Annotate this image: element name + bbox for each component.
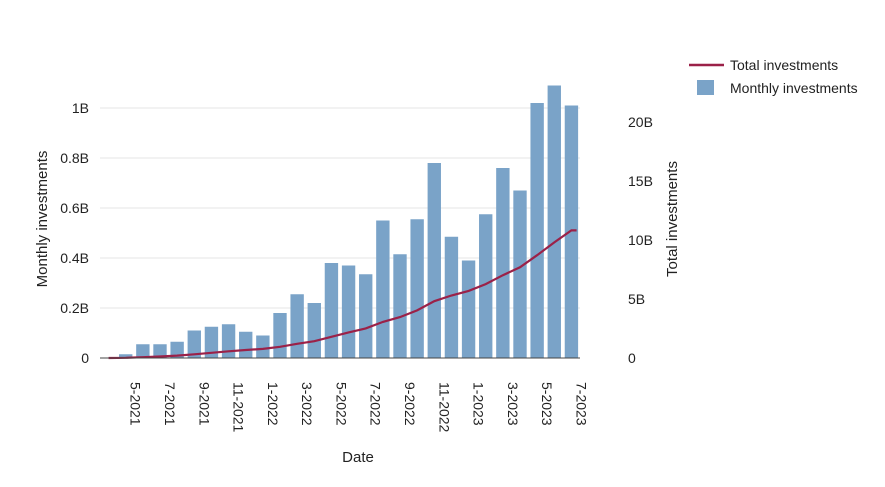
bars [119, 85, 579, 358]
axes: 0 0.2B 0.4B 0.6B 0.8B 1B 0 5B 10B 15B 20B 5-2021 7-2… [60, 100, 653, 433]
bar-6-2022 [341, 265, 356, 358]
bar-12-2021 [239, 331, 253, 358]
bar-3-2022 [290, 294, 304, 358]
bar-6-2021 [136, 344, 150, 358]
bar-7-2021 [153, 344, 167, 358]
x-tick-label: 9-2021 [196, 382, 212, 426]
x-tick-label: 3-2023 [505, 382, 521, 426]
y-right-tick-label: 10B [628, 232, 653, 248]
bar-11-2021 [221, 324, 236, 358]
bar-4-2022 [307, 303, 321, 358]
bar-9-2022 [393, 254, 407, 358]
bar-10-2021 [204, 326, 219, 358]
x-tick-label: 7-2023 [573, 382, 589, 426]
x-tick-label: 11-2021 [231, 382, 247, 433]
bar-5-2022 [324, 263, 339, 358]
y-right-tick-label: 20B [628, 114, 653, 130]
legend-label-monthly: Monthly investments [730, 80, 858, 96]
y-axis-left-title: Monthly investments [34, 151, 51, 288]
bar-7-2022 [359, 274, 373, 358]
x-tick-label: 7-2021 [162, 382, 178, 426]
bar-5-2023 [530, 103, 544, 358]
y-right-tick-label: 15B [628, 173, 653, 189]
bar-8-2021 [170, 341, 184, 358]
bar-9-2021 [187, 330, 201, 358]
x-tick-label: 5-2021 [128, 382, 144, 426]
bar-7-2023 [564, 105, 579, 358]
bar-11-2022 [427, 163, 441, 358]
x-tick-label: 1-2023 [471, 382, 487, 426]
bar-4-2023 [513, 190, 527, 358]
bar-12-2022 [444, 236, 459, 358]
bar-10-2022 [410, 219, 424, 358]
x-tick-label: 7-2022 [368, 382, 384, 426]
y-right-tick-label: 5B [628, 291, 645, 307]
x-tick-label: 1-2022 [265, 382, 281, 426]
total-investments-line [108, 229, 577, 360]
bar-2-2023 [479, 214, 493, 358]
bar-5-2021 [119, 354, 133, 358]
bar-8-2022 [376, 220, 390, 358]
y-axis-right-title: Total investments [664, 161, 681, 277]
total-line-group [108, 229, 577, 360]
y-left-tick-label: 0 [81, 350, 89, 366]
y-left-tick-label: 0.2B [60, 300, 89, 316]
y-left-tick-label: 0.8B [60, 150, 89, 166]
bar-6-2023 [547, 85, 561, 358]
y-left-tick-label: 0.6B [60, 200, 89, 216]
bar-3-2023 [496, 168, 510, 358]
legend: Total investments Monthly investments [689, 57, 858, 96]
bar-2-2022 [273, 313, 287, 358]
x-tick-label: 9-2022 [402, 382, 418, 426]
x-tick-label: 5-2023 [539, 382, 555, 426]
y-left-tick-label: 1B [72, 100, 89, 116]
x-tick-label: 5-2022 [333, 382, 349, 426]
x-tick-label: 11-2022 [436, 382, 452, 433]
legend-label-total: Total investments [730, 57, 838, 73]
x-tick-label: 3-2022 [299, 382, 315, 426]
bar-1-2023 [461, 260, 476, 358]
legend-swatch-monthly [697, 80, 714, 95]
y-left-tick-label: 0.4B [60, 250, 89, 266]
bar-1-2022 [256, 335, 270, 358]
y-right-tick-label: 0 [628, 350, 636, 366]
x-axis-title: Date [342, 449, 374, 466]
